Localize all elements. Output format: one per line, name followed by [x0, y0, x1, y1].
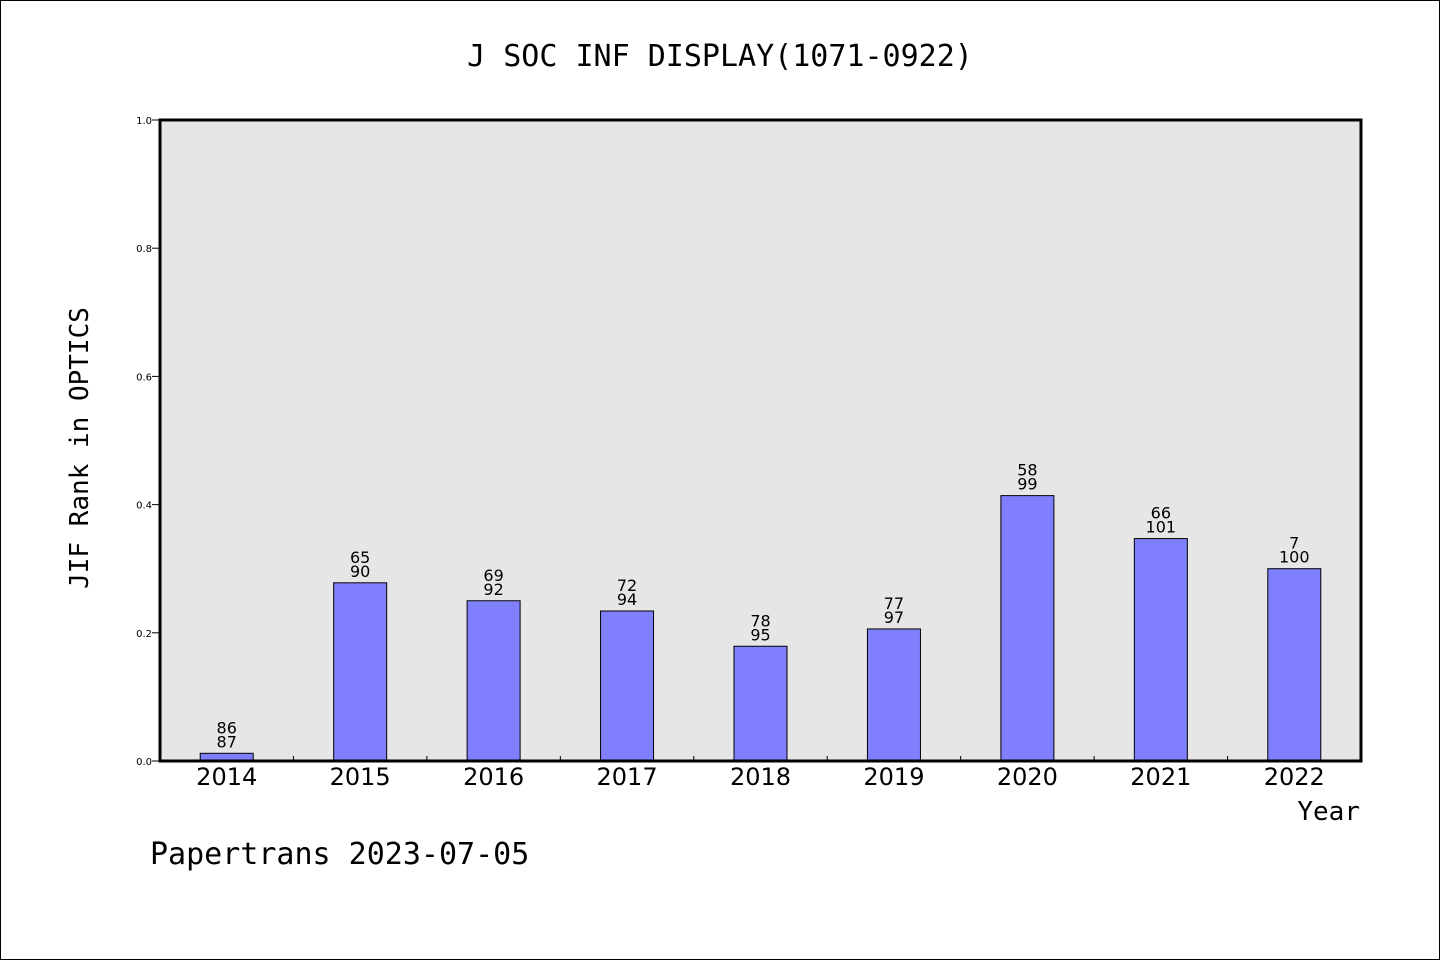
bar-total-label: 87 — [217, 732, 237, 751]
bar-2019 — [866, 628, 921, 762]
y-tick-label: 1.0 — [136, 116, 152, 127]
y-tick-label: 0.0 — [136, 757, 152, 768]
bar-rank-label: 7 — [1289, 534, 1299, 553]
bar-2015 — [333, 582, 388, 762]
bar-rank-label: 69 — [483, 566, 503, 585]
y-tick-label: 0.2 — [136, 629, 152, 640]
bar-2021 — [1133, 538, 1188, 762]
y-axis-label: JIF Rank in OPTICS — [65, 307, 95, 589]
footer-text: Papertrans 2023-07-05 — [150, 837, 529, 872]
plot-border — [158, 118, 1363, 763]
x-tick-label: 2019 — [863, 763, 924, 791]
bar-total-label: 92 — [483, 580, 503, 599]
bar-rank-label: 58 — [1017, 461, 1037, 480]
bar-2020 — [1000, 495, 1055, 762]
bar-2017 — [600, 610, 655, 762]
x-tick-label: 2014 — [196, 763, 257, 791]
y-tick-label: 0.8 — [136, 244, 152, 255]
bar-total-label: 95 — [750, 625, 770, 644]
bar-total-label: 90 — [350, 562, 370, 581]
bar-rank-label: 78 — [750, 611, 770, 630]
bar-2016 — [466, 600, 521, 762]
x-tick-label: 2018 — [730, 763, 791, 791]
bar-2022 — [1267, 568, 1322, 762]
x-tick-label: 2022 — [1264, 763, 1325, 791]
y-axis: 0.0 0.2 0.4 0.6 0.8 1.0 — [136, 116, 160, 768]
x-tick-label: 2015 — [330, 763, 391, 791]
bar-total-label: 97 — [884, 608, 904, 627]
bar-total-label: 94 — [617, 590, 637, 609]
y-tick-label: 0.4 — [136, 501, 152, 512]
bar-rank-label: 86 — [217, 718, 237, 737]
y-tick-label: 0.6 — [136, 372, 152, 383]
bar-rank-label: 77 — [884, 594, 904, 613]
bar-total-label: 101 — [1146, 518, 1177, 537]
x-tick-label: 2020 — [997, 763, 1058, 791]
bar-2018 — [733, 645, 788, 762]
bar-rank-label: 72 — [617, 576, 637, 595]
x-axis-label: Year — [1297, 797, 1360, 827]
bar-rank-label: 65 — [350, 548, 370, 567]
x-tick-label: 2021 — [1130, 763, 1191, 791]
bar-rank-label: 66 — [1151, 504, 1171, 523]
chart-title: J SOC INF DISPLAY(1071-0922) — [467, 39, 973, 74]
x-axis: 2014 2015 2016 2017 2018 2019 2020 2021 2022 — [196, 756, 1325, 791]
bar-total-label: 99 — [1017, 475, 1037, 494]
bar-total-label: 100 — [1279, 548, 1310, 567]
x-tick-label: 2016 — [463, 763, 524, 791]
x-tick-label: 2017 — [597, 763, 658, 791]
